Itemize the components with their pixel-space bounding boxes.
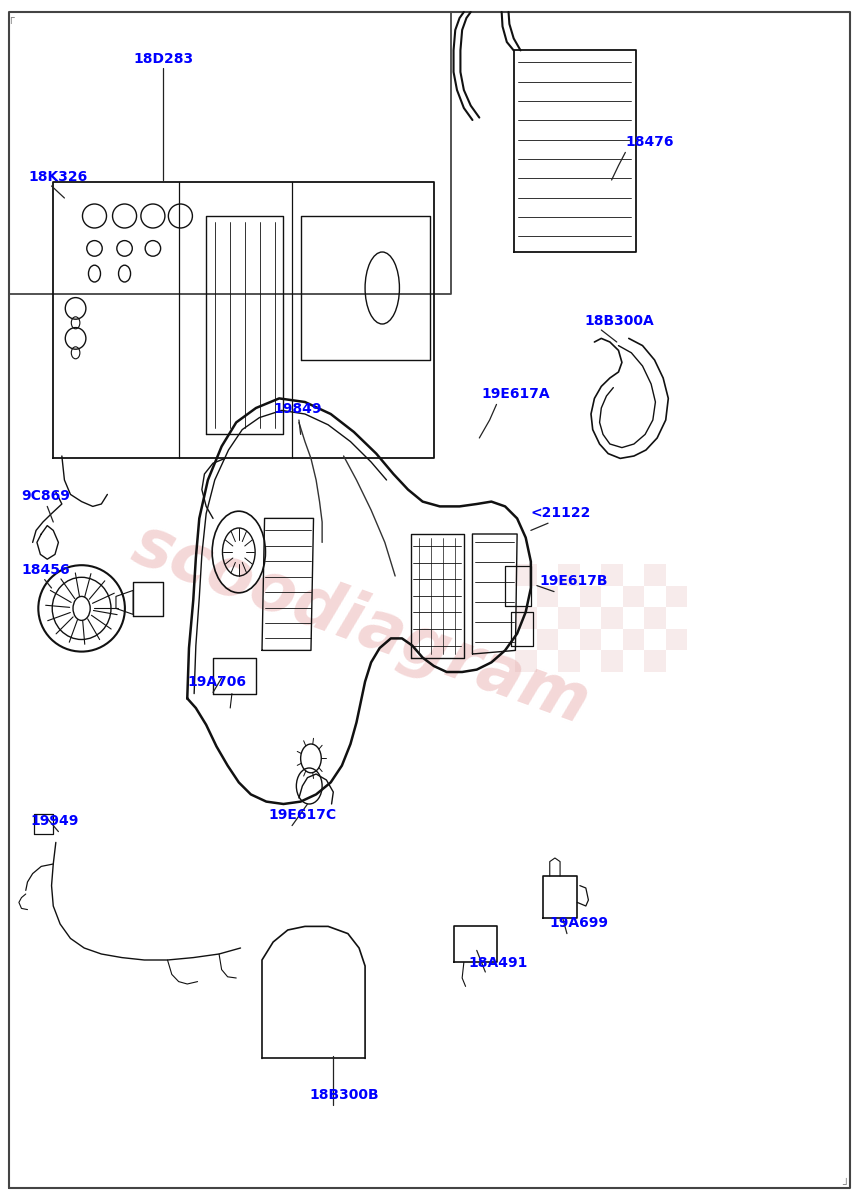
Text: 18B300B: 18B300B <box>309 1087 379 1102</box>
Bar <box>558 650 580 672</box>
Text: 18476: 18476 <box>625 134 673 149</box>
Bar <box>601 564 623 586</box>
Bar <box>623 629 644 650</box>
Bar <box>537 629 558 650</box>
Text: <21122: <21122 <box>531 505 591 520</box>
Text: 18A491: 18A491 <box>468 955 527 970</box>
Bar <box>558 564 580 586</box>
Text: 19E617B: 19E617B <box>539 574 608 588</box>
Bar <box>515 650 537 672</box>
Bar <box>537 586 558 607</box>
Bar <box>644 564 666 586</box>
Bar <box>515 607 537 629</box>
Bar <box>623 586 644 607</box>
Text: 19E617C: 19E617C <box>269 808 337 822</box>
Text: ┌: ┌ <box>7 14 14 24</box>
Text: 19A699: 19A699 <box>550 916 609 930</box>
Bar <box>580 629 601 650</box>
Bar <box>644 650 666 672</box>
Text: 9C869: 9C869 <box>21 488 70 503</box>
Bar <box>644 607 666 629</box>
Text: ┘: ┘ <box>842 1181 849 1190</box>
Bar <box>666 629 687 650</box>
Text: 18B300A: 18B300A <box>584 313 654 328</box>
Text: 19A706: 19A706 <box>187 674 247 689</box>
Bar <box>666 586 687 607</box>
Text: 18456: 18456 <box>21 563 70 577</box>
Text: scoodiagram: scoodiagram <box>124 510 598 738</box>
Text: 19849: 19849 <box>273 402 321 416</box>
Text: 19E617A: 19E617A <box>481 386 550 401</box>
Bar <box>558 607 580 629</box>
Text: 18D283: 18D283 <box>133 52 193 66</box>
Bar <box>601 607 623 629</box>
Text: 19949: 19949 <box>31 814 79 828</box>
Bar <box>580 586 601 607</box>
Text: 18K326: 18K326 <box>28 169 88 184</box>
Bar <box>515 564 537 586</box>
Bar <box>601 650 623 672</box>
